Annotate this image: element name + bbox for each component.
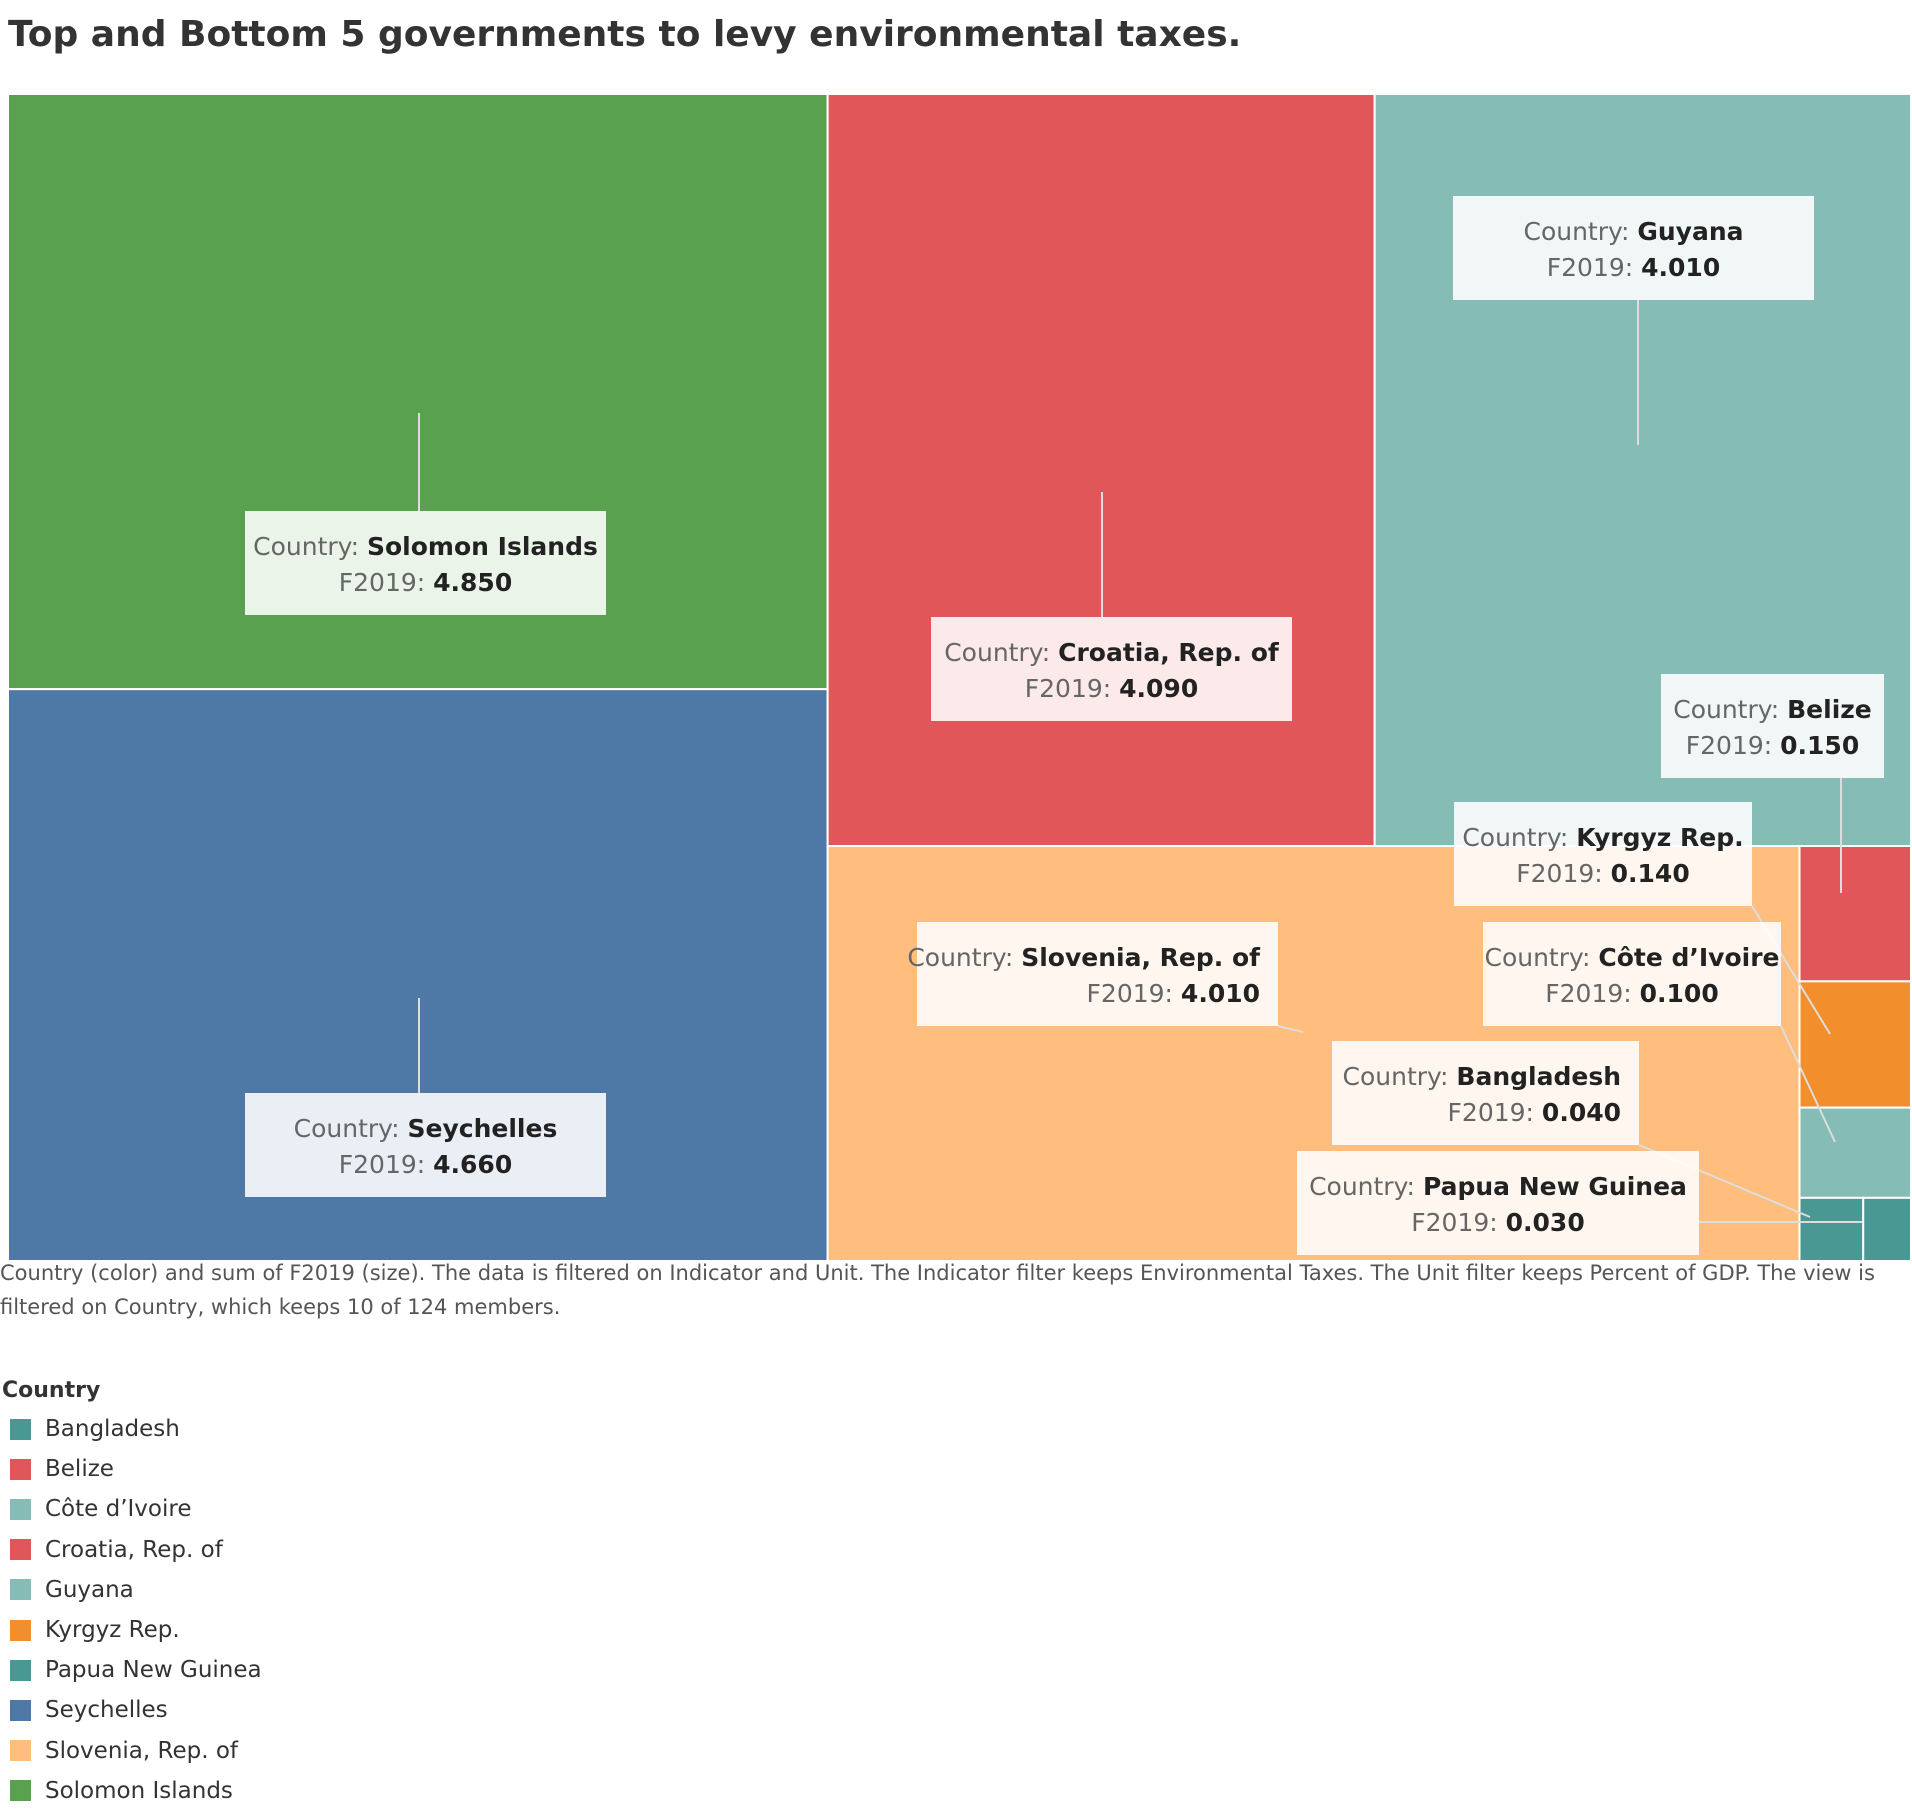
treemap-tile[interactable] — [1798, 980, 1912, 1109]
treemap-tile[interactable] — [826, 93, 1376, 848]
callout-value-label: F2019: 0.040 — [1448, 1098, 1621, 1127]
callout-country-label: Country: Seychelles — [294, 1114, 558, 1143]
callout-line — [1277, 1025, 1304, 1033]
legend-swatch — [10, 1699, 31, 1721]
callout-country-label: Country: Côte d’Ivoire — [1484, 943, 1779, 972]
legend-label: Seychelles — [45, 1697, 168, 1724]
callout-box — [1297, 1151, 1699, 1255]
treemap-chart[interactable]: Country: Solomon Islands F2019: 4.850 Coun… — [0, 0, 1912, 1270]
legend-label: Côte d’Ivoire — [45, 1496, 192, 1523]
callout-value-label: F2019: 0.030 — [1411, 1208, 1584, 1237]
chart-title: Top and Bottom 5 governments to levy env… — [8, 14, 1242, 55]
treemap-tile[interactable] — [1862, 1196, 1912, 1262]
callout-box — [931, 617, 1292, 721]
legend-label: Belize — [45, 1456, 114, 1483]
legend-item[interactable]: Solomon Islands — [2, 1771, 262, 1811]
callout-value-label: F2019: 0.100 — [1545, 979, 1718, 1008]
callout-box — [245, 1093, 606, 1197]
legend-label: Slovenia, Rep. of — [45, 1737, 238, 1764]
color-legend: Country Bangladesh Belize Côte d’Ivoire Cro… — [2, 1378, 262, 1811]
legend-item[interactable]: Croatia, Rep. of — [2, 1530, 262, 1570]
treemap-tile[interactable] — [1798, 1196, 1865, 1262]
callout-value-label: F2019: 0.150 — [1686, 731, 1859, 760]
legend-swatch — [10, 1659, 31, 1681]
callout-box — [1661, 674, 1884, 778]
legend-item[interactable]: Guyana — [2, 1570, 262, 1610]
callout-value-label: F2019: 4.010 — [1087, 979, 1260, 1008]
legend-swatch — [10, 1498, 31, 1520]
legend-swatch — [10, 1780, 31, 1802]
callout-country-label: Country: Croatia, Rep. of — [944, 638, 1280, 667]
legend-swatch — [10, 1740, 31, 1762]
treemap-tile[interactable] — [1798, 845, 1912, 983]
callout-country-label: Country: Papua New Guinea — [1309, 1172, 1687, 1201]
legend-item[interactable]: Slovenia, Rep. of — [2, 1731, 262, 1771]
legend-label: Bangladesh — [45, 1416, 180, 1443]
callout-country-label: Country: Slovenia, Rep. of — [907, 943, 1261, 972]
legend-swatch — [10, 1619, 31, 1641]
callout-country-label: Country: Belize — [1673, 695, 1872, 724]
legend-title: Country — [2, 1378, 101, 1403]
legend-swatch — [10, 1418, 31, 1440]
callout-box — [245, 511, 606, 615]
callout-value-label: F2019: 4.090 — [1025, 674, 1198, 703]
callout-line — [1780, 1025, 1836, 1143]
legend-item[interactable]: Bangladesh — [2, 1409, 262, 1449]
chart-caption: Country (color) and sum of F2019 (size).… — [0, 1261, 1875, 1319]
legend-item[interactable]: Papua New Guinea — [2, 1650, 262, 1690]
legend-item[interactable]: Belize — [2, 1449, 262, 1489]
legend-label: Kyrgyz Rep. — [45, 1617, 180, 1644]
legend-item[interactable]: Côte d’Ivoire — [2, 1489, 262, 1529]
legend-swatch — [10, 1579, 31, 1601]
callout-country-label: Country: Solomon Islands — [253, 532, 598, 561]
callout-value-label: F2019: 4.850 — [339, 568, 512, 597]
callout-value-label: F2019: 4.010 — [1547, 253, 1720, 282]
callout-box — [1453, 196, 1814, 300]
callout-country-label: Country: Guyana — [1523, 217, 1743, 246]
callout-value-label: F2019: 4.660 — [339, 1150, 512, 1179]
legend-label: Croatia, Rep. of — [45, 1536, 223, 1563]
callout-value-label: F2019: 0.140 — [1516, 859, 1689, 888]
callout-box — [1483, 922, 1781, 1026]
legend-item[interactable]: Seychelles — [2, 1690, 262, 1730]
callout-country-label: Country: Bangladesh — [1343, 1062, 1621, 1091]
callout-box — [1454, 802, 1752, 906]
legend-label: Papua New Guinea — [45, 1657, 262, 1684]
legend-items: Bangladesh Belize Côte d’Ivoire Croatia, Re… — [2, 1409, 262, 1811]
callout-box — [1332, 1041, 1639, 1145]
legend-swatch — [10, 1539, 31, 1561]
treemap-tile[interactable] — [1798, 1106, 1912, 1199]
callout-country-label: Country: Kyrgyz Rep. — [1462, 823, 1743, 852]
legend-item[interactable]: Kyrgyz Rep. — [2, 1610, 262, 1650]
callout-box — [917, 922, 1278, 1026]
legend-label: Solomon Islands — [45, 1777, 233, 1804]
legend-label: Guyana — [45, 1576, 134, 1603]
legend-swatch — [10, 1458, 31, 1480]
